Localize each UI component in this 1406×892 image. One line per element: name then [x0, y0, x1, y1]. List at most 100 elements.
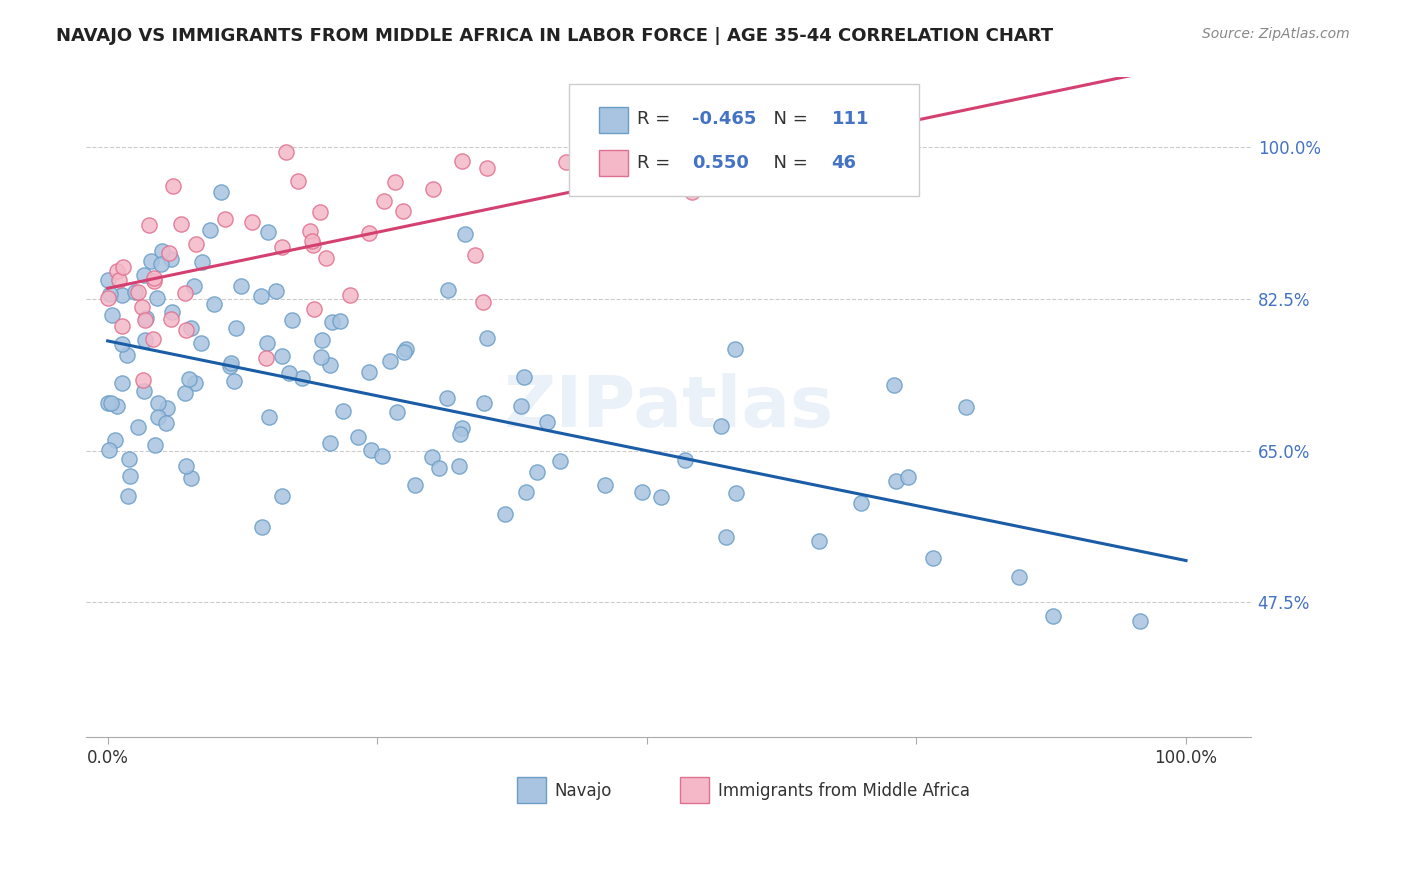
Navajo — [710, 419, 733, 434]
Immigrants from Middle Africa — [184, 237, 207, 252]
Immigrants from Middle Africa — [373, 194, 395, 208]
Navajo — [124, 285, 146, 300]
Text: R =: R = — [637, 110, 676, 128]
Navajo — [1042, 608, 1064, 623]
Navajo — [259, 410, 281, 425]
Navajo — [134, 333, 156, 347]
Immigrants from Middle Africa — [554, 155, 576, 169]
Immigrants from Middle Africa — [339, 288, 361, 302]
Navajo — [427, 461, 450, 475]
Navajo — [420, 450, 443, 464]
Navajo — [724, 486, 747, 500]
Immigrants from Middle Africa — [287, 174, 309, 188]
Immigrants from Middle Africa — [214, 211, 236, 226]
Navajo — [1129, 614, 1152, 628]
Navajo — [309, 350, 332, 364]
Text: N =: N = — [762, 110, 813, 128]
Navajo — [229, 279, 252, 293]
Immigrants from Middle Africa — [127, 285, 149, 299]
Navajo — [100, 396, 122, 410]
Navajo — [132, 384, 155, 398]
Immigrants from Middle Africa — [681, 185, 703, 199]
Immigrants from Middle Africa — [112, 260, 135, 274]
Navajo — [173, 386, 195, 401]
Immigrants from Middle Africa — [162, 179, 184, 194]
Navajo — [256, 225, 278, 239]
Immigrants from Middle Africa — [170, 217, 193, 231]
Text: -0.465: -0.465 — [692, 110, 756, 128]
Navajo — [150, 244, 173, 258]
Navajo — [449, 427, 471, 442]
Immigrants from Middle Africa — [464, 248, 486, 262]
Navajo — [264, 284, 287, 298]
Navajo — [319, 358, 342, 372]
Navajo — [98, 287, 121, 301]
Navajo — [714, 530, 737, 544]
Text: Immigrants from Middle Africa: Immigrants from Middle Africa — [718, 782, 970, 800]
Navajo — [849, 496, 872, 510]
Navajo — [135, 311, 157, 326]
Navajo — [219, 359, 242, 373]
Navajo — [526, 465, 548, 479]
Immigrants from Middle Africa — [359, 227, 381, 241]
Navajo — [548, 454, 571, 468]
Navajo — [177, 371, 200, 385]
Navajo — [97, 396, 120, 410]
Navajo — [256, 336, 278, 351]
Navajo — [404, 477, 426, 491]
Immigrants from Middle Africa — [174, 285, 197, 300]
Navajo — [115, 348, 138, 362]
Navajo — [180, 470, 202, 484]
Navajo — [515, 484, 537, 499]
Navajo — [148, 409, 170, 424]
Immigrants from Middle Africa — [301, 234, 323, 248]
Navajo — [111, 288, 134, 302]
Navajo — [250, 289, 273, 303]
Text: 46: 46 — [831, 154, 856, 172]
Navajo — [392, 345, 415, 359]
Navajo — [97, 443, 120, 458]
Immigrants from Middle Africa — [422, 181, 444, 195]
Navajo — [437, 283, 460, 297]
Navajo — [332, 404, 354, 418]
Navajo — [450, 421, 472, 435]
Text: 0.550: 0.550 — [692, 154, 748, 172]
Navajo — [896, 469, 918, 483]
Navajo — [117, 489, 139, 503]
Immigrants from Middle Africa — [108, 273, 131, 287]
Immigrants from Middle Africa — [301, 237, 323, 252]
Immigrants from Middle Africa — [97, 291, 120, 305]
Navajo — [155, 416, 177, 430]
Navajo — [160, 305, 183, 319]
Navajo — [394, 342, 416, 356]
FancyBboxPatch shape — [569, 84, 918, 196]
Immigrants from Middle Africa — [298, 224, 321, 238]
Text: Source: ZipAtlas.com: Source: ZipAtlas.com — [1202, 27, 1350, 41]
Navajo — [156, 401, 179, 416]
Immigrants from Middle Africa — [111, 318, 134, 333]
Text: 111: 111 — [831, 110, 869, 128]
Navajo — [111, 376, 134, 390]
Navajo — [146, 291, 169, 305]
Navajo — [593, 477, 616, 491]
Navajo — [321, 315, 343, 329]
Navajo — [190, 336, 212, 351]
Immigrants from Middle Africa — [451, 153, 474, 168]
Navajo — [202, 296, 225, 310]
Immigrants from Middle Africa — [138, 218, 160, 232]
Navajo — [127, 420, 149, 434]
Navajo — [111, 337, 134, 351]
Navajo — [378, 354, 401, 368]
Navajo — [387, 405, 409, 419]
Immigrants from Middle Africa — [242, 215, 264, 229]
Immigrants from Middle Africa — [105, 264, 128, 278]
Text: R =: R = — [637, 154, 682, 172]
Immigrants from Middle Africa — [157, 246, 180, 260]
Text: ZIPatlas: ZIPatlas — [503, 373, 834, 442]
Navajo — [673, 452, 696, 467]
Navajo — [149, 257, 172, 271]
Navajo — [359, 365, 381, 379]
Immigrants from Middle Africa — [472, 295, 495, 310]
Immigrants from Middle Africa — [131, 300, 153, 314]
Navajo — [191, 254, 214, 268]
